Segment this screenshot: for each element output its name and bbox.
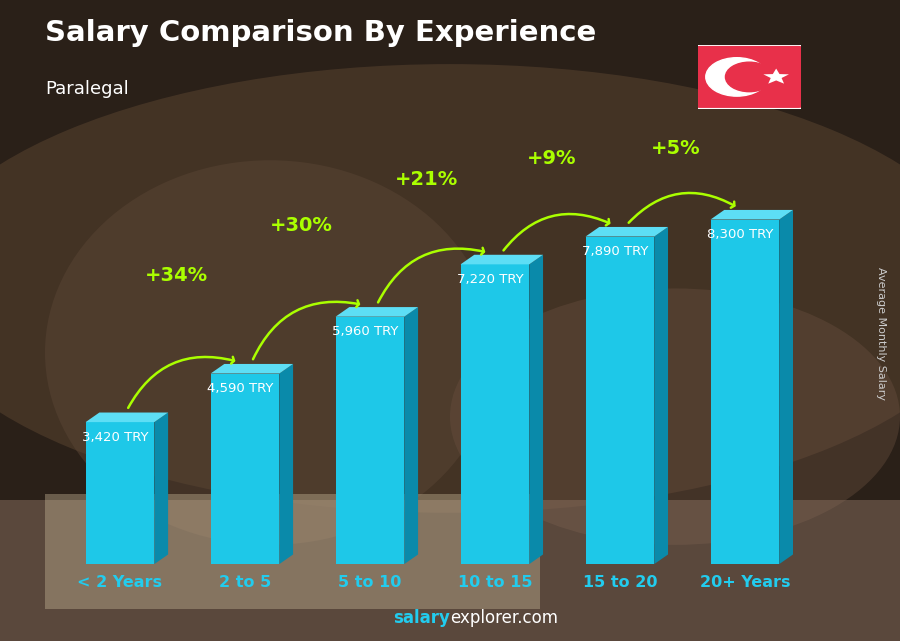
Polygon shape bbox=[763, 69, 789, 84]
Text: 7,890 TRY: 7,890 TRY bbox=[582, 246, 649, 258]
Text: 4,590 TRY: 4,590 TRY bbox=[207, 382, 274, 395]
Text: Paralegal: Paralegal bbox=[45, 80, 129, 98]
Polygon shape bbox=[461, 254, 543, 264]
Text: 7,220 TRY: 7,220 TRY bbox=[457, 273, 524, 286]
Polygon shape bbox=[586, 237, 654, 564]
Text: +9%: +9% bbox=[526, 149, 576, 168]
Polygon shape bbox=[279, 364, 293, 564]
Text: salary: salary bbox=[393, 609, 450, 627]
Polygon shape bbox=[211, 374, 279, 564]
Text: Salary Comparison By Experience: Salary Comparison By Experience bbox=[45, 19, 596, 47]
Bar bbox=[45, 494, 540, 609]
Text: +5%: +5% bbox=[652, 138, 701, 158]
Text: explorer.com: explorer.com bbox=[450, 609, 558, 627]
Polygon shape bbox=[779, 210, 793, 564]
Polygon shape bbox=[155, 413, 168, 564]
Text: Average Monthly Salary: Average Monthly Salary bbox=[877, 267, 886, 400]
Bar bbox=[0, 500, 900, 641]
Circle shape bbox=[725, 62, 773, 92]
Polygon shape bbox=[86, 413, 168, 422]
Circle shape bbox=[706, 58, 768, 96]
Ellipse shape bbox=[0, 64, 900, 513]
Polygon shape bbox=[86, 422, 155, 564]
Text: 3,420 TRY: 3,420 TRY bbox=[82, 431, 148, 444]
Polygon shape bbox=[710, 210, 793, 219]
Polygon shape bbox=[529, 254, 543, 564]
Polygon shape bbox=[336, 317, 404, 564]
Ellipse shape bbox=[45, 160, 495, 545]
Polygon shape bbox=[654, 227, 668, 564]
Polygon shape bbox=[461, 264, 529, 564]
Polygon shape bbox=[211, 364, 293, 374]
Text: 8,300 TRY: 8,300 TRY bbox=[707, 228, 773, 241]
Polygon shape bbox=[404, 307, 419, 564]
Ellipse shape bbox=[450, 288, 900, 545]
Text: +21%: +21% bbox=[394, 171, 458, 189]
Polygon shape bbox=[336, 307, 418, 317]
Text: 5,960 TRY: 5,960 TRY bbox=[332, 326, 399, 338]
Text: +34%: +34% bbox=[145, 267, 208, 285]
FancyBboxPatch shape bbox=[696, 45, 803, 109]
Polygon shape bbox=[586, 227, 668, 237]
Text: +30%: +30% bbox=[270, 216, 333, 235]
Polygon shape bbox=[710, 219, 779, 564]
